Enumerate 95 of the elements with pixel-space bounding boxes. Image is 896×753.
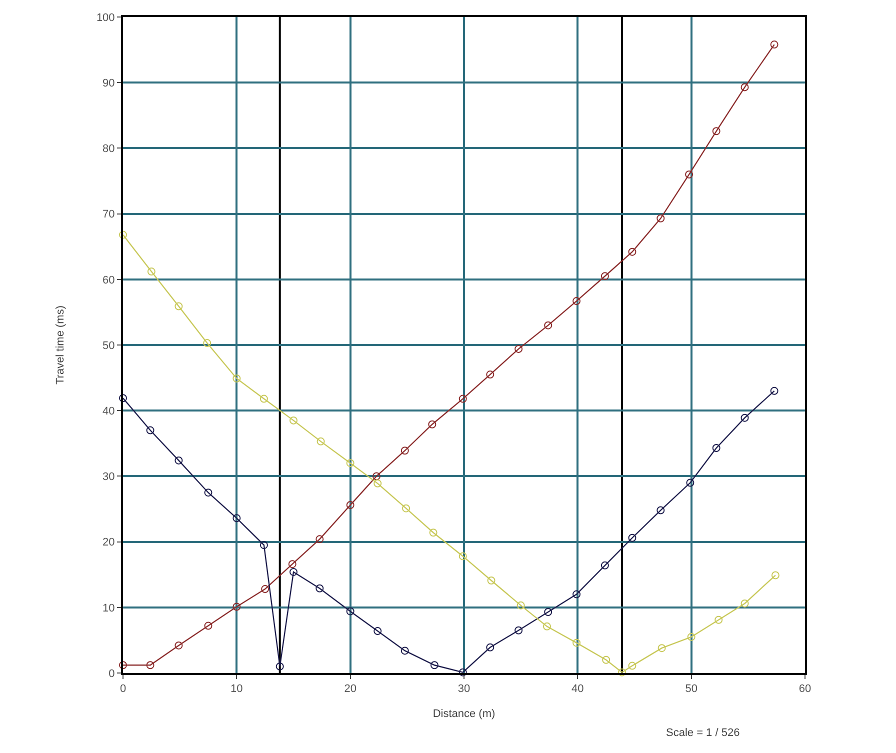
point [288, 560, 296, 568]
point [316, 437, 325, 446]
point [658, 644, 666, 652]
y-tick-label: 80 [102, 143, 115, 156]
y-tick-label: 100 [96, 12, 115, 24]
point [147, 268, 156, 276]
y-tick-label: 30 [102, 471, 115, 484]
point [119, 230, 127, 239]
x-tick-label: 10 [230, 683, 243, 696]
point [276, 662, 284, 670]
point [174, 641, 183, 650]
point [430, 661, 438, 670]
point [656, 214, 665, 222]
point [458, 394, 467, 403]
point [429, 528, 438, 537]
point [261, 585, 270, 594]
point [346, 459, 354, 468]
point [712, 444, 720, 452]
point [203, 339, 212, 348]
point [572, 297, 581, 306]
point [428, 420, 436, 428]
point [232, 374, 241, 382]
point [146, 426, 154, 434]
point [572, 638, 581, 647]
point [487, 576, 496, 584]
point [372, 472, 380, 480]
point [686, 478, 694, 487]
y-tick-label: 40 [102, 405, 115, 418]
y-tick-label: 50 [102, 340, 115, 352]
point [687, 632, 696, 641]
y-axis-title: Travel time (ms) [54, 305, 67, 385]
point [628, 534, 636, 542]
point [714, 616, 723, 624]
x-tick-label: 0 [120, 683, 126, 696]
point [770, 40, 778, 49]
point [374, 479, 382, 488]
y-tick-label: 70 [102, 208, 115, 221]
point [544, 321, 552, 330]
point [740, 414, 749, 422]
y-tick-label: 0 [108, 668, 115, 680]
point [458, 552, 467, 560]
point [486, 370, 494, 379]
x-tick-label: 60 [798, 683, 812, 696]
point [232, 514, 241, 522]
x-tick-label: 50 [685, 683, 698, 696]
point [374, 627, 382, 636]
point [740, 83, 749, 92]
point [770, 386, 778, 395]
text: Scale = 1 / 526 [666, 727, 740, 739]
x-tick-label: 20 [344, 683, 356, 696]
point [290, 416, 298, 424]
point [486, 643, 494, 652]
point [600, 272, 609, 280]
point [204, 488, 212, 497]
point [740, 599, 749, 608]
x-tick-label: 30 [458, 683, 470, 696]
point [771, 571, 780, 580]
point [544, 608, 552, 616]
point [260, 541, 268, 550]
point [232, 602, 241, 611]
point [119, 661, 127, 670]
point [628, 662, 636, 670]
y-tick-label: 60 [102, 274, 115, 286]
point [602, 656, 610, 664]
point [174, 302, 183, 310]
point [346, 501, 354, 510]
point [628, 248, 636, 256]
point [119, 394, 127, 402]
point [572, 590, 581, 598]
point [260, 394, 268, 403]
point [656, 506, 665, 514]
point [400, 446, 409, 455]
point [204, 622, 212, 630]
point [316, 535, 324, 544]
point [618, 668, 626, 676]
point [346, 607, 354, 616]
point [712, 127, 720, 136]
point [402, 504, 410, 512]
point [685, 170, 694, 178]
y-tick-label: 10 [102, 602, 115, 614]
x-tick-label: 40 [572, 683, 584, 696]
point [542, 622, 551, 630]
x-axis-title: Distance (m) [432, 708, 496, 720]
point [174, 456, 183, 464]
point [514, 626, 523, 634]
y-tick-label: 90 [102, 77, 115, 90]
point [290, 568, 298, 576]
point [514, 344, 523, 353]
point [316, 584, 324, 592]
y-tick-label: 20 [102, 536, 115, 549]
point [146, 661, 154, 670]
point [400, 646, 409, 655]
point [516, 601, 525, 610]
point [458, 668, 467, 676]
point [600, 561, 609, 570]
